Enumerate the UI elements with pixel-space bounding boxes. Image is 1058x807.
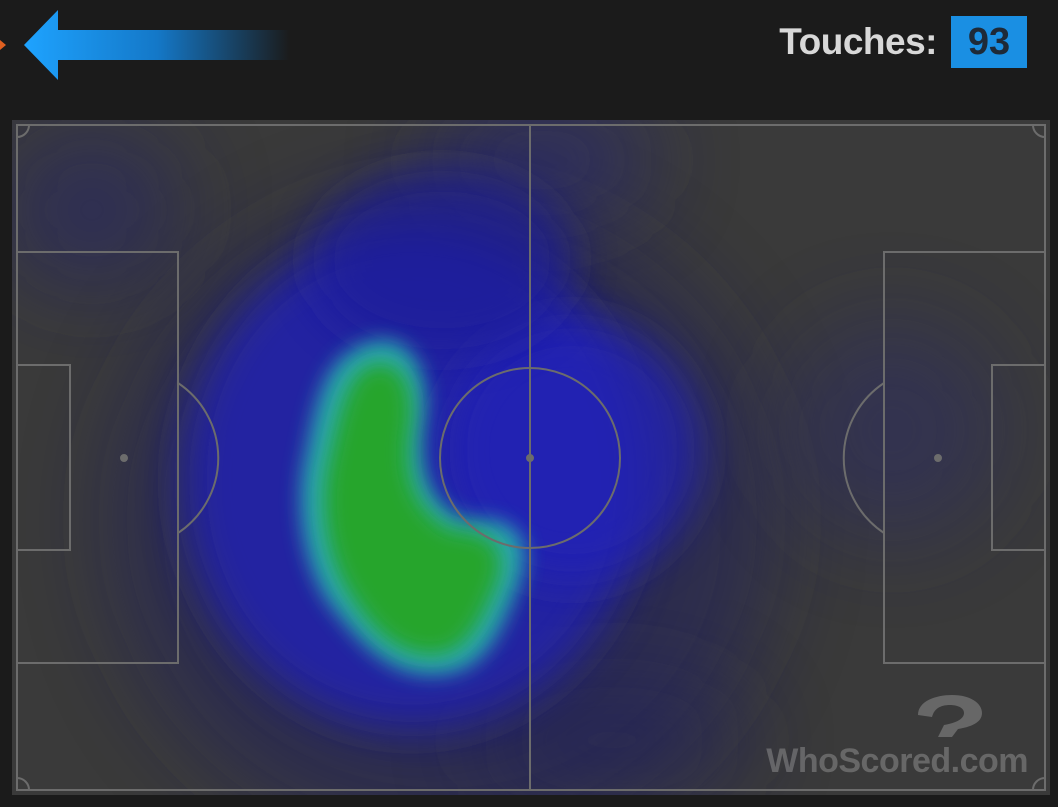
pitch-markings <box>16 124 1046 791</box>
whoscored-logo-icon <box>918 695 982 737</box>
touches-stat: Touches: 93 <box>779 16 1027 68</box>
header: Touches: 93 <box>0 0 1058 100</box>
heatmap-layer <box>12 120 1002 795</box>
left-arrow-icon <box>0 10 290 80</box>
pitch-heatmap: WhoScored.com <box>12 120 1050 795</box>
touches-value-badge: 93 <box>951 16 1027 68</box>
pitch-svg <box>12 120 1050 795</box>
watermark: WhoScored.com <box>766 742 1028 780</box>
touches-label: Touches: <box>779 21 937 62</box>
